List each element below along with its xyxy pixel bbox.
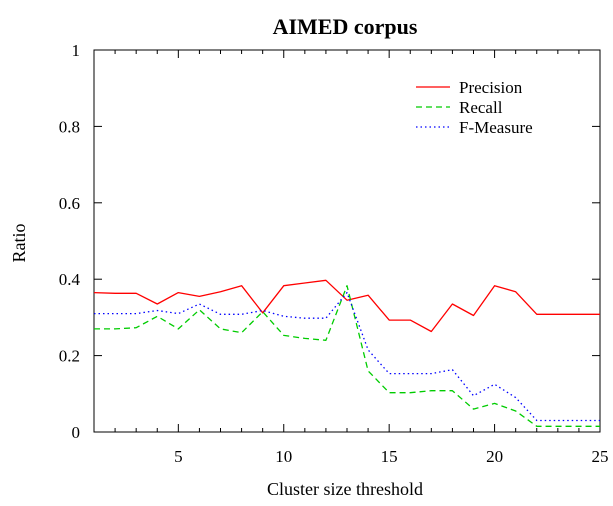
x-tick-label: 15 (381, 447, 398, 466)
series-line-f-measure (94, 291, 600, 422)
legend-label-precision: Precision (459, 78, 523, 97)
y-tick-label: 0.2 (59, 347, 80, 366)
series-line-recall (94, 285, 600, 427)
x-tick-label: 5 (174, 447, 183, 466)
x-axis-label: Cluster size threshold (267, 479, 423, 499)
y-tick-label: 0.6 (59, 194, 80, 213)
y-axis-label: Ratio (9, 224, 29, 263)
series-line-precision (93, 279, 600, 333)
y-tick-label: 1 (72, 41, 81, 60)
chart-title: AIMED corpus (273, 14, 418, 39)
legend-label-f-measure: F-Measure (459, 118, 533, 137)
legend-label-recall: Recall (459, 98, 503, 117)
x-tick-label: 20 (486, 447, 503, 466)
y-tick-label: 0 (72, 423, 81, 442)
x-tick-label: 10 (275, 447, 292, 466)
x-tick-label: 25 (592, 447, 609, 466)
plot-frame (93, 49, 601, 433)
y-tick-label: 0.8 (59, 117, 80, 136)
y-tick-label: 0.4 (59, 270, 81, 289)
